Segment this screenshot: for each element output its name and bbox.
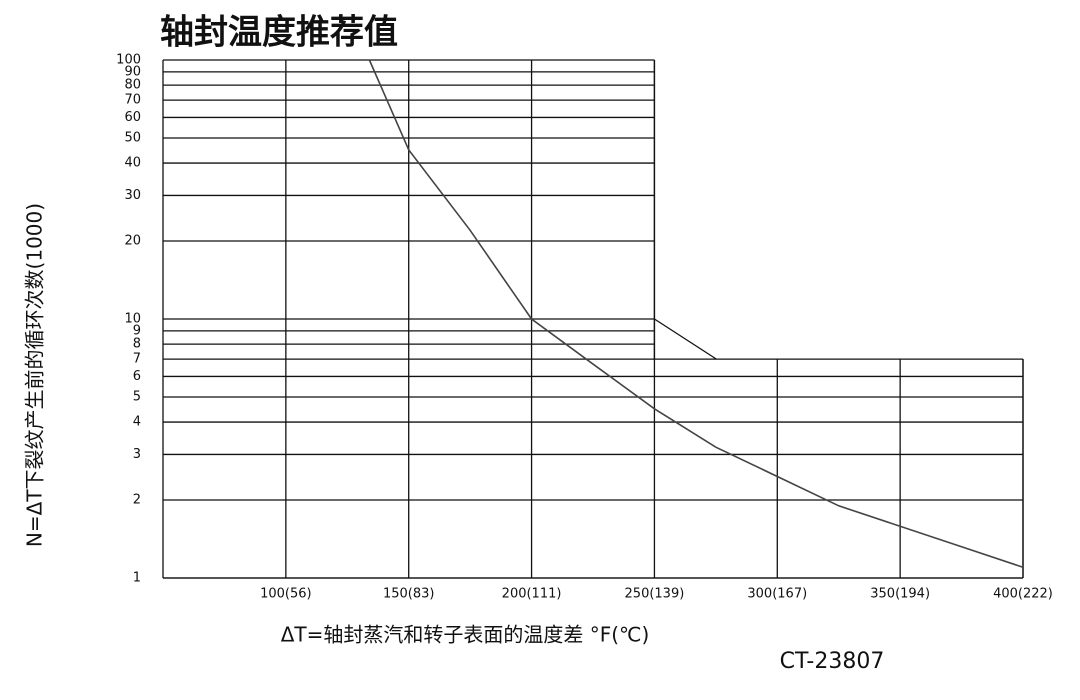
y-tick-label: 20 — [124, 234, 141, 249]
y-tick-label: 60 — [124, 110, 141, 125]
y-tick-label: 70 — [124, 93, 141, 108]
y-tick-label: 30 — [124, 188, 141, 203]
y-tick-label: 4 — [133, 415, 141, 430]
x-axis-label: ΔT=轴封蒸汽和转子表面的温度差 °F(℃) — [281, 623, 650, 647]
y-tick-label: 9 — [133, 323, 141, 338]
x-tick-label: 150(83) — [383, 587, 435, 602]
y-tick-label: 1 — [133, 571, 141, 586]
x-tick-label: 250(139) — [625, 587, 685, 602]
y-tick-label: 50 — [124, 130, 141, 145]
x-tick-label: 300(167) — [747, 587, 807, 602]
x-tick-label: 400(222) — [993, 587, 1053, 602]
border-diagonal — [654, 318, 717, 360]
y-tick-label: 40 — [124, 156, 141, 171]
x-tick-label: 200(111) — [502, 587, 562, 602]
y-tick-label: 6 — [133, 369, 141, 384]
x-tick-label: 100(56) — [260, 587, 312, 602]
y-tick-label: 90 — [124, 64, 141, 79]
chart-title: 轴封温度推荐值 — [160, 13, 398, 53]
y-tick-label: 8 — [133, 337, 141, 352]
y-tick-label: 80 — [124, 78, 141, 93]
y-tick-label: 2 — [133, 493, 141, 508]
y-tick-label: 7 — [133, 352, 141, 367]
y-tick-label: 3 — [133, 447, 141, 462]
data-line — [368, 59, 1024, 569]
y-axis-label: N=ΔT下裂纹产生前的循环次数(1000) — [23, 203, 47, 547]
x-tick-label: 350(194) — [870, 587, 930, 602]
y-tick-label: 100 — [116, 53, 141, 68]
y-tick-label: 5 — [133, 389, 141, 404]
y-tick-label: 10 — [124, 312, 141, 327]
figure-code: CT-23807 — [780, 649, 885, 674]
